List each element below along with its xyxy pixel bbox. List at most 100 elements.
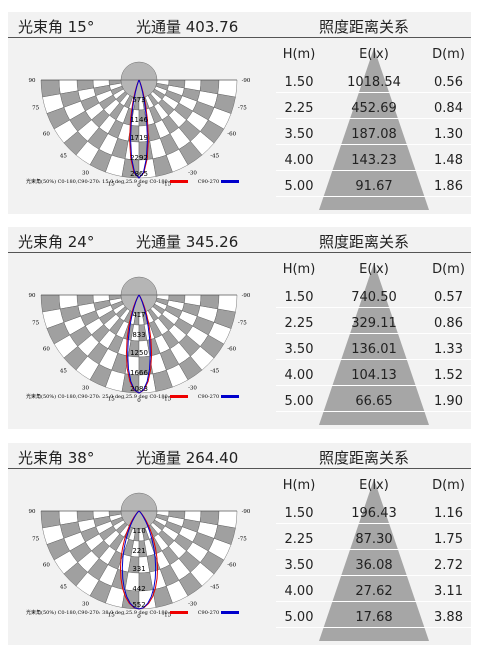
- intensity-ring-label: 552: [132, 601, 145, 609]
- row-divider: [276, 92, 471, 93]
- angle-tick-label: 15: [108, 612, 115, 618]
- angle-tick-label: -45: [210, 369, 219, 375]
- angle-tick-label: 60: [43, 563, 50, 569]
- angle-tick-label: -60: [227, 563, 236, 569]
- angle-tick-label: -45: [210, 154, 219, 160]
- photometric-panel: 光束角 15° 光通量 403.76 照度距离关系 -90 -75 -60 -45 -30 -1…: [8, 12, 471, 214]
- illuminance-cell: 104.13: [351, 368, 397, 383]
- height-cell: 4.00: [284, 153, 314, 168]
- column-header: E(lx): [359, 47, 389, 62]
- angle-tick-label: 45: [60, 585, 67, 591]
- table-row: 4.00 27.62 3.11: [276, 579, 471, 605]
- angle-tick-label: -90: [242, 509, 251, 515]
- legend-c90-label: C90-270: [197, 179, 220, 185]
- legend-title: 光束角(50%): [26, 179, 57, 185]
- legend-c0-swatch: [169, 611, 188, 614]
- table-row: 2.25 452.69 0.84: [276, 96, 471, 122]
- diameter-cell: 2.72: [434, 558, 463, 573]
- row-divider: [276, 411, 471, 412]
- table-row: 1.50 196.43 1.16: [276, 501, 471, 527]
- diameter-cell: 1.52: [434, 368, 463, 383]
- table-row: 1.50 1018.54 0.56: [276, 70, 471, 96]
- polar-diagram: -90 -75 -60 -45 -30 -15 0 15 30 45 60 75 90 110 221 331…: [29, 492, 251, 620]
- illuminance-cell: 36.08: [355, 558, 393, 573]
- diameter-cell: 1.90: [434, 394, 463, 409]
- legend-c0-label: C0-180: [149, 610, 168, 616]
- table-row: 4.00 104.13 1.52: [276, 363, 471, 389]
- diameter-cell: 3.11: [434, 584, 463, 599]
- angle-tick-label: -15: [162, 181, 171, 187]
- diameter-cell: 1.16: [434, 506, 463, 521]
- angle-tick-label: 45: [60, 154, 67, 160]
- legend-c90-label: C90-270: [197, 394, 220, 400]
- height-cell: 3.50: [284, 558, 314, 573]
- angle-tick-label: 75: [32, 321, 39, 327]
- intensity-ring-label: 2292: [130, 154, 148, 162]
- angle-tick-label: -60: [227, 132, 236, 138]
- row-divider: [276, 549, 471, 550]
- legend-beam-angles: C0-180,C90-270: 25.0 deg,25.9 deg: [57, 394, 148, 400]
- table-row: 3.50 36.08 2.72: [276, 553, 471, 579]
- illuminance-cell: 17.68: [355, 610, 393, 625]
- intensity-ring-label: 1250: [130, 349, 148, 357]
- column-header: D(m): [432, 47, 465, 62]
- illuminance-cell: 452.69: [351, 101, 397, 116]
- illuminance-cell: 196.43: [351, 506, 397, 521]
- column-header: H(m): [282, 262, 316, 277]
- legend-c90-swatch: [221, 395, 240, 398]
- angle-tick-label: 90: [29, 293, 36, 299]
- angle-tick-label: -30: [188, 171, 197, 177]
- diameter-cell: 1.86: [434, 179, 463, 194]
- intensity-ring-label: 1719: [130, 134, 148, 142]
- angle-tick-label: -90: [242, 78, 251, 84]
- angle-tick-label: 30: [82, 386, 89, 392]
- photometric-panel: 光束角 38° 光通量 264.40 照度距离关系 -90 -75 -60 -45 -30 -1…: [8, 443, 471, 645]
- diameter-cell: 1.30: [434, 127, 463, 142]
- angle-tick-label: 75: [32, 537, 39, 543]
- angle-tick-label: 0: [137, 614, 141, 620]
- height-cell: 3.50: [284, 342, 314, 357]
- table-row: 3.50 187.08 1.30: [276, 122, 471, 148]
- light-cone-triangle: [319, 263, 429, 425]
- angle-tick-label: 15: [108, 181, 115, 187]
- intensity-ring-label: 573: [132, 96, 145, 104]
- angle-tick-label: 30: [82, 602, 89, 608]
- intensity-ring-label: 2865: [130, 170, 148, 178]
- angle-tick-label: -15: [162, 612, 171, 618]
- polar-legend: 光束角(50%) C0-180,C90-270: 38.0 deg,25.9 d…: [26, 609, 240, 616]
- row-divider: [276, 523, 471, 524]
- row-divider: [276, 144, 471, 145]
- curve-c90-270: [127, 294, 151, 394]
- panel-header: 光束角 24° 光通量 345.26 照度距离关系: [8, 227, 471, 253]
- light-cone: [319, 263, 429, 425]
- column-header: E(lx): [359, 262, 389, 277]
- illuminance-cell: 66.65: [355, 394, 393, 409]
- illuminance-cell: 87.30: [355, 532, 393, 547]
- row-divider: [276, 575, 471, 576]
- column-header: H(m): [282, 478, 316, 493]
- light-cone-triangle: [319, 479, 429, 641]
- angle-tick-label: -30: [188, 386, 197, 392]
- beam-angle-label: 光束角 24°: [18, 233, 95, 251]
- curve-c90-270: [130, 79, 148, 179]
- height-cell: 2.25: [284, 316, 314, 331]
- table-header-row: H(m) E(lx) D(m): [276, 473, 471, 499]
- diameter-cell: 0.84: [434, 101, 463, 116]
- polar-diagram: -90 -75 -60 -45 -30 -15 0 15 30 45 60 75 90 417 833 125…: [29, 276, 251, 404]
- beam-angle-label: 光束角 38°: [18, 449, 95, 467]
- header-divider: [8, 468, 471, 469]
- row-divider: [276, 307, 471, 308]
- table-row: 3.50 136.01 1.33: [276, 337, 471, 363]
- height-cell: 4.00: [284, 584, 314, 599]
- table-row: 5.00 91.67 1.86: [276, 174, 471, 200]
- angle-tick-label: 90: [29, 509, 36, 515]
- angle-tick-label: 0: [137, 398, 141, 404]
- legend-c0-swatch: [169, 180, 188, 183]
- angle-tick-label: -75: [238, 321, 247, 327]
- light-cone: [319, 479, 429, 641]
- intensity-ring-label: 442: [132, 585, 145, 593]
- table-row: 4.00 143.23 1.48: [276, 148, 471, 174]
- height-cell: 5.00: [284, 394, 314, 409]
- row-divider: [276, 196, 471, 197]
- column-header: E(lx): [359, 478, 389, 493]
